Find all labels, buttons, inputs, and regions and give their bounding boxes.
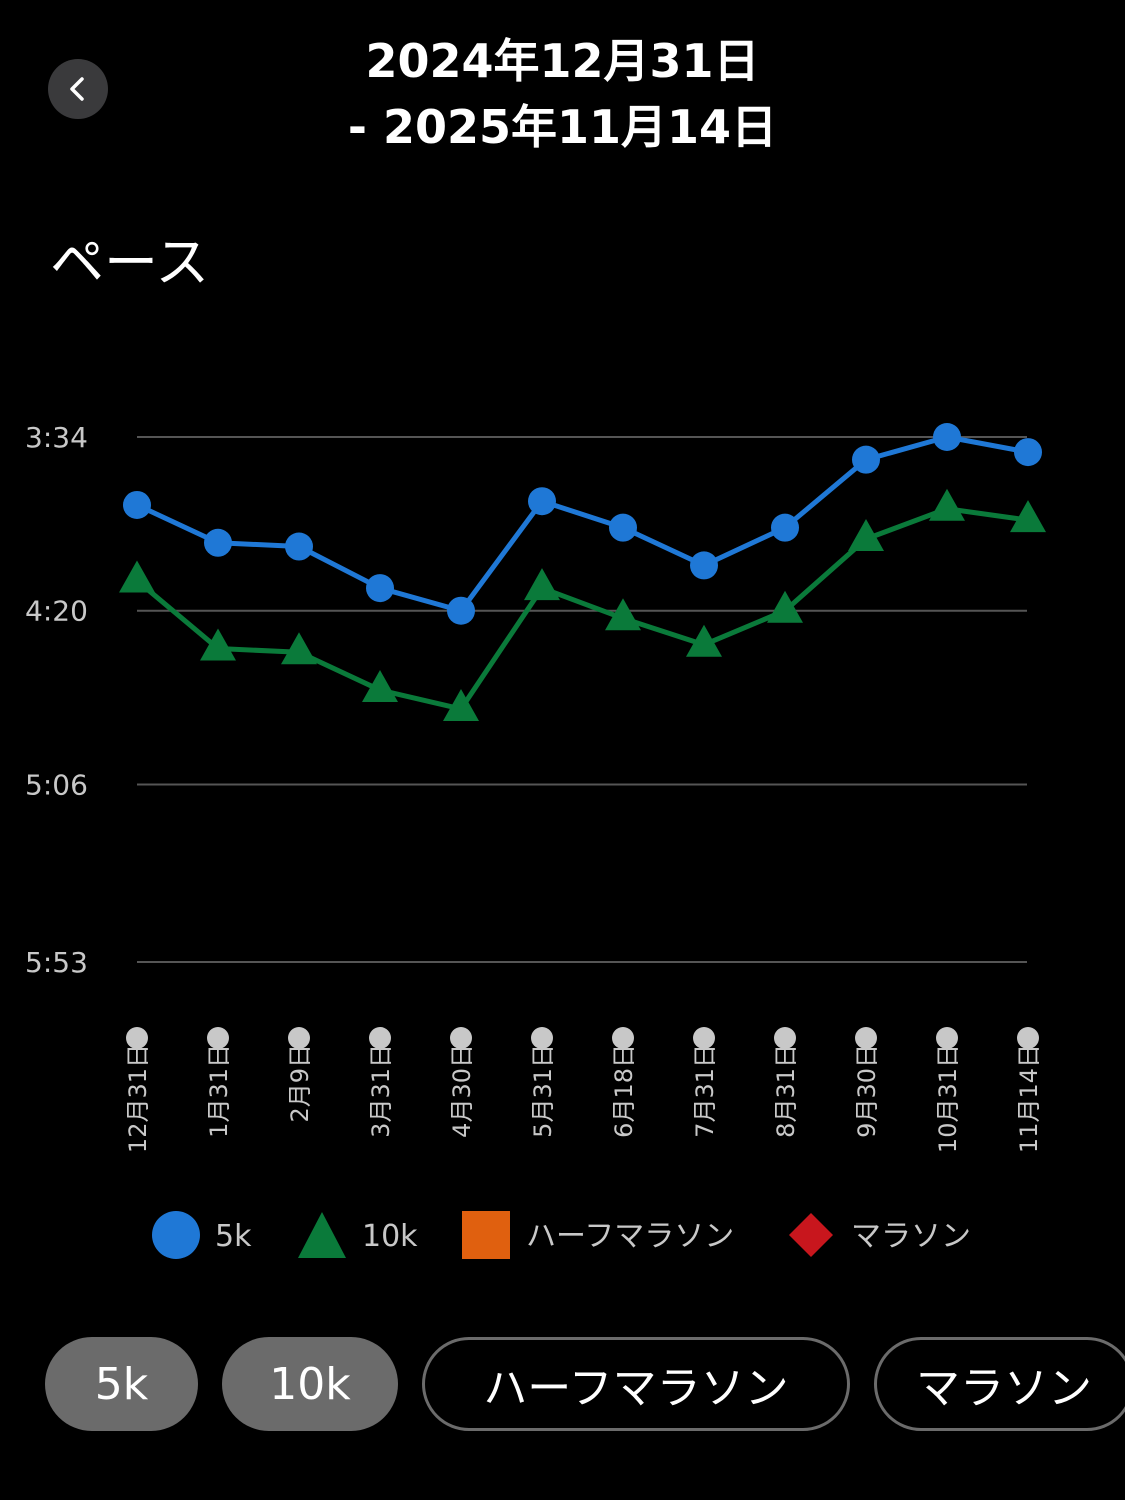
x-tick-label: 3月31日	[367, 1044, 395, 1138]
x-tick-label: 7月31日	[691, 1044, 719, 1138]
y-tick-label: 4:20	[25, 595, 88, 628]
x-tick-dot	[369, 1027, 391, 1049]
x-tick-dot	[774, 1027, 796, 1049]
legend-marker-マラソン	[789, 1213, 833, 1257]
chevron-left-icon	[70, 77, 84, 101]
x-tick-label: 1月31日	[205, 1044, 233, 1138]
x-tick-label: 11月14日	[1015, 1044, 1043, 1153]
pace-chart: 3:34 4:20 5:06 5:53 12月31日 1月31日 2月9日 3月31日 4月30…	[25, 421, 1046, 1259]
filter-pill-10k[interactable]: 10k	[222, 1337, 398, 1431]
back-button[interactable]	[48, 59, 108, 119]
x-tick-label: 4月30日	[448, 1044, 476, 1138]
data-point-5k	[123, 490, 151, 519]
x-tick-label: 10月31日	[934, 1044, 962, 1153]
data-point-10k	[1010, 500, 1046, 533]
series-line-5k	[135, 434, 1029, 614]
data-point-5k	[1014, 438, 1042, 467]
data-point-5k	[771, 513, 799, 542]
filter-pill-マラソン[interactable]: マラソン	[874, 1337, 1125, 1431]
x-tick-dot	[288, 1027, 310, 1049]
legend-marker-5k	[152, 1211, 200, 1259]
data-point-5k	[447, 596, 475, 625]
x-tick-label: 2月9日	[286, 1044, 314, 1123]
x-tick-dot	[936, 1027, 958, 1049]
date-range-end: - 2025年11月14日	[347, 100, 778, 154]
data-point-10k	[686, 624, 722, 657]
filter-bar: 5k 10k ハーフマラソン マラソン	[45, 1337, 1125, 1431]
data-point-10k	[119, 560, 155, 593]
x-tick-label: 8月31日	[772, 1044, 800, 1138]
series-line-10k	[135, 506, 1029, 712]
x-tick-dot	[1017, 1027, 1039, 1049]
data-point-5k	[285, 532, 313, 561]
x-tick-dot	[450, 1027, 472, 1049]
x-tick-label: 12月31日	[124, 1044, 152, 1153]
x-tick-label: 5月31日	[529, 1044, 557, 1138]
date-range-title: 2024年12月31日 - 2025年11月14日	[0, 28, 1125, 160]
legend-label: 10k	[362, 1219, 418, 1254]
data-point-5k	[204, 528, 232, 557]
data-point-10k	[200, 628, 236, 661]
legend-marker-ハーフマラソン	[462, 1211, 510, 1259]
x-tick-dot	[693, 1027, 715, 1049]
x-tick-label: 6月18日	[610, 1044, 638, 1138]
legend-marker-10k	[298, 1212, 346, 1258]
data-point-10k	[767, 590, 803, 623]
y-tick-label: 3:34	[25, 421, 88, 454]
data-point-5k	[933, 423, 961, 451]
data-point-10k	[443, 688, 479, 721]
legend-label: ハーフマラソン	[526, 1219, 734, 1254]
filter-pill-ハーフマラソン[interactable]: ハーフマラソン	[422, 1337, 850, 1431]
data-point-5k	[528, 487, 556, 516]
section-title: ペース	[50, 231, 210, 294]
data-point-5k	[609, 513, 637, 542]
x-tick-dot	[207, 1027, 229, 1049]
date-range-start: 2024年12月31日	[365, 34, 760, 88]
filter-pill-5k[interactable]: 5k	[45, 1337, 198, 1431]
y-tick-label: 5:06	[25, 768, 88, 801]
y-tick-label: 5:53	[25, 946, 88, 979]
data-point-10k	[281, 632, 317, 665]
data-point-10k	[605, 598, 641, 631]
data-point-5k	[852, 445, 880, 474]
legend-label: マラソン	[851, 1219, 971, 1254]
x-tick-dot	[612, 1027, 634, 1049]
data-point-10k	[848, 518, 884, 551]
data-point-5k	[690, 551, 718, 580]
x-tick-dot	[531, 1027, 553, 1049]
x-tick-dot	[855, 1027, 877, 1049]
x-tick-label: 9月30日	[853, 1044, 881, 1138]
data-point-10k	[362, 670, 398, 703]
data-point-10k	[524, 568, 560, 601]
data-point-5k	[366, 574, 394, 603]
data-point-10k	[929, 488, 965, 521]
x-tick-dot	[126, 1027, 148, 1049]
legend-label: 5k	[215, 1219, 252, 1254]
